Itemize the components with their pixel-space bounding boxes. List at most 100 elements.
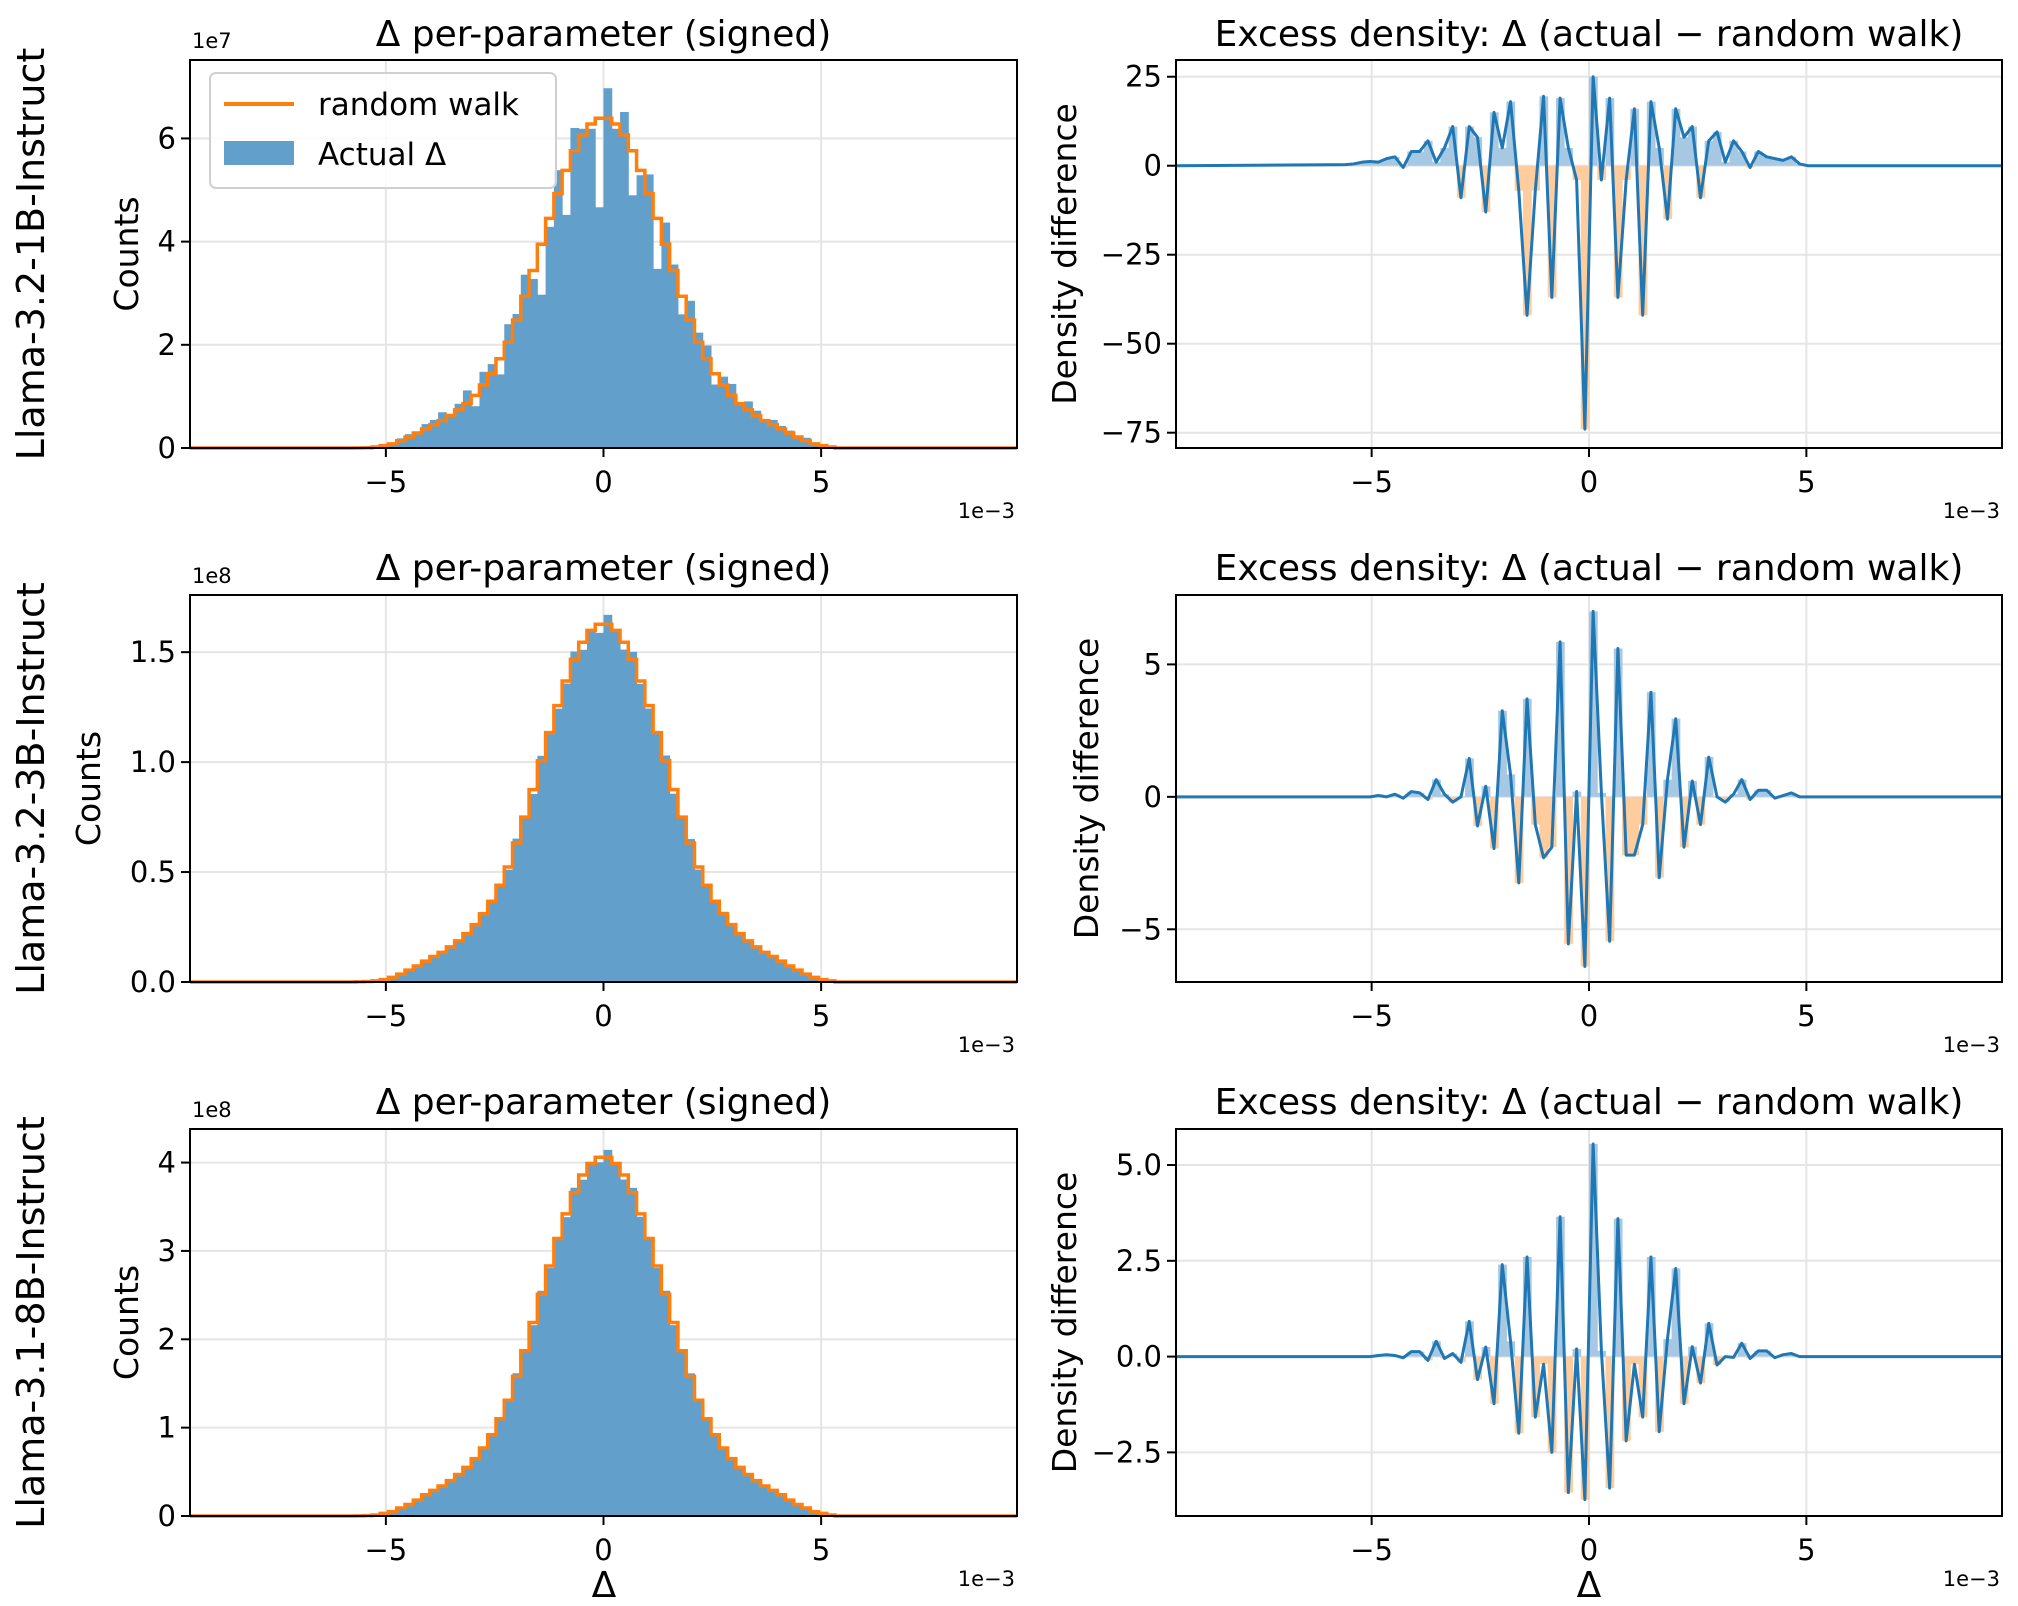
actual-histogram-bar [405,434,414,448]
excess-y-tick-label: −2.5 [1092,1435,1162,1469]
actual-histogram-bar [752,945,762,982]
excess-y-label: Density difference [1067,638,1106,940]
actual-histogram-bar [810,977,820,982]
actual-histogram-bar [644,174,654,449]
actual-histogram-bar [620,111,629,448]
excess-negative-bar [1514,796,1524,883]
actual-histogram-bar [636,683,646,982]
actual-histogram-bar [661,755,671,982]
hist-x-tick-label: 0 [594,1533,612,1567]
excess-y-tick-label: −50 [1101,327,1162,361]
actual-histogram-bar [677,314,687,448]
excess-x-tick-label: 0 [1580,1533,1598,1567]
excess-positive-bar [1671,718,1681,797]
actual-histogram-bar [396,1507,406,1516]
excess-negative-bar [1655,1356,1664,1432]
excess-negative-bar [1696,165,1706,198]
excess-negative-bar [1456,165,1466,198]
excess-negative-bar [1580,796,1590,967]
histogram-y-offset-label: 1e8 [192,1098,232,1122]
legend: random walk Actual Δ [209,72,557,189]
actual-histogram-bar [719,376,729,448]
actual-histogram-bar [578,649,588,982]
actual-histogram-bar [719,911,729,982]
excess-positive-bar [1555,641,1565,797]
actual-histogram-bar [603,88,613,449]
actual-histogram-bar [694,869,704,982]
excess-x-tick-label: 5 [1797,1533,1815,1567]
excess-negative-bar [1531,1356,1540,1418]
excess-negative-bar [1514,1356,1524,1434]
actual-histogram-bar [744,1474,753,1516]
actual-histogram-bar [694,332,704,448]
hist-x-offset-label: 1e−3 [958,499,1015,523]
actual-histogram-bar [810,1511,820,1516]
excess-positive-bar [1465,1321,1474,1357]
excess-y-tick-label: 5 [1144,647,1162,681]
actual-histogram-bar [388,1511,398,1516]
actual-histogram-bar [462,390,472,448]
excess-positive-bar [1555,1216,1565,1357]
hist-x-tick-label: 0 [594,465,612,499]
actual-histogram-bar [429,419,439,448]
actual-histogram-bar [438,952,447,982]
excess-density-panel: −5 0 5 5.0 2.5 0.0 −2.5 1e−3 Excess density: Δ (… [1045,1082,2003,1591]
excess-positive-bar [1432,162,1441,166]
row-label: Llama-3.1-8B-Instruct [9,1116,53,1529]
excess-positive-bar [1407,151,1417,166]
actual-histogram-bar [438,1486,447,1516]
actual-histogram-bar [611,128,621,448]
excess-negative-bar [1630,796,1640,856]
random-walk-step-line [190,116,1017,450]
actual-histogram-bar [711,384,720,448]
legend-label-actual: Actual Δ [318,137,446,173]
excess-positive-bar [1762,790,1772,797]
hist-x-tick-label: 0 [594,999,612,1033]
actual-histogram-bar [570,651,580,982]
hist-x-tick-label: −5 [364,999,407,1033]
excess-negative-bar [1630,1356,1640,1365]
actual-histogram-bar [520,1350,530,1516]
excess-negative-bar [1564,796,1573,944]
actual-histogram-bar [512,838,522,982]
excess-y-tick-label: 25 [1125,60,1162,94]
actual-histogram-bar [429,956,439,982]
actual-histogram-bar [702,884,712,982]
excess-x-tick-label: −5 [1350,465,1393,499]
excess-positive-bar [1390,156,1400,166]
actual-histogram-bar [421,424,431,448]
row-label: Llama-3.2-1B-Instruct [9,48,53,461]
excess-negative-bar [1547,165,1557,298]
histogram-title: Δ per-parameter (signed) [376,14,832,55]
actual-histogram-bar [479,1446,489,1516]
excess-positive-bar [1465,758,1474,797]
excess-positive-bar [1589,611,1598,797]
actual-histogram-bar [562,214,571,448]
hist-y-tick-label: 6 [158,121,176,155]
excess-density-line [1175,75,2002,431]
actual-histogram-bar [669,1325,679,1516]
excess-positive-bar [1365,161,1375,166]
actual-histogram-bar [438,412,447,448]
excess-y-tick-label: −75 [1101,416,1162,450]
actual-histogram-bar [653,268,662,448]
actual-histogram-bar [537,294,547,448]
excess-positive-bar [1754,151,1763,166]
actual-histogram-bar [504,324,514,448]
histogram-title: Δ per-parameter (signed) [376,548,832,589]
actual-histogram-bar [669,793,679,982]
actual-histogram-bar [711,1435,720,1516]
actual-histogram-bar [595,1162,604,1516]
excess-negative-bar [1679,796,1689,848]
hist-x-tick-label: 5 [812,1533,830,1567]
actual-histogram-bar [735,402,745,448]
actual-histogram-bar [620,1179,629,1516]
excess-negative-bar [1580,165,1590,430]
actual-histogram-bar [768,956,778,982]
excess-positive-bar [1448,126,1458,166]
actual-histogram-bar [793,1504,803,1516]
actual-histogram-bar [735,1467,745,1516]
actual-histogram-bar [727,383,737,448]
hist-y-tick-label: 1.5 [130,635,176,669]
actual-histogram-bar [578,1179,588,1516]
